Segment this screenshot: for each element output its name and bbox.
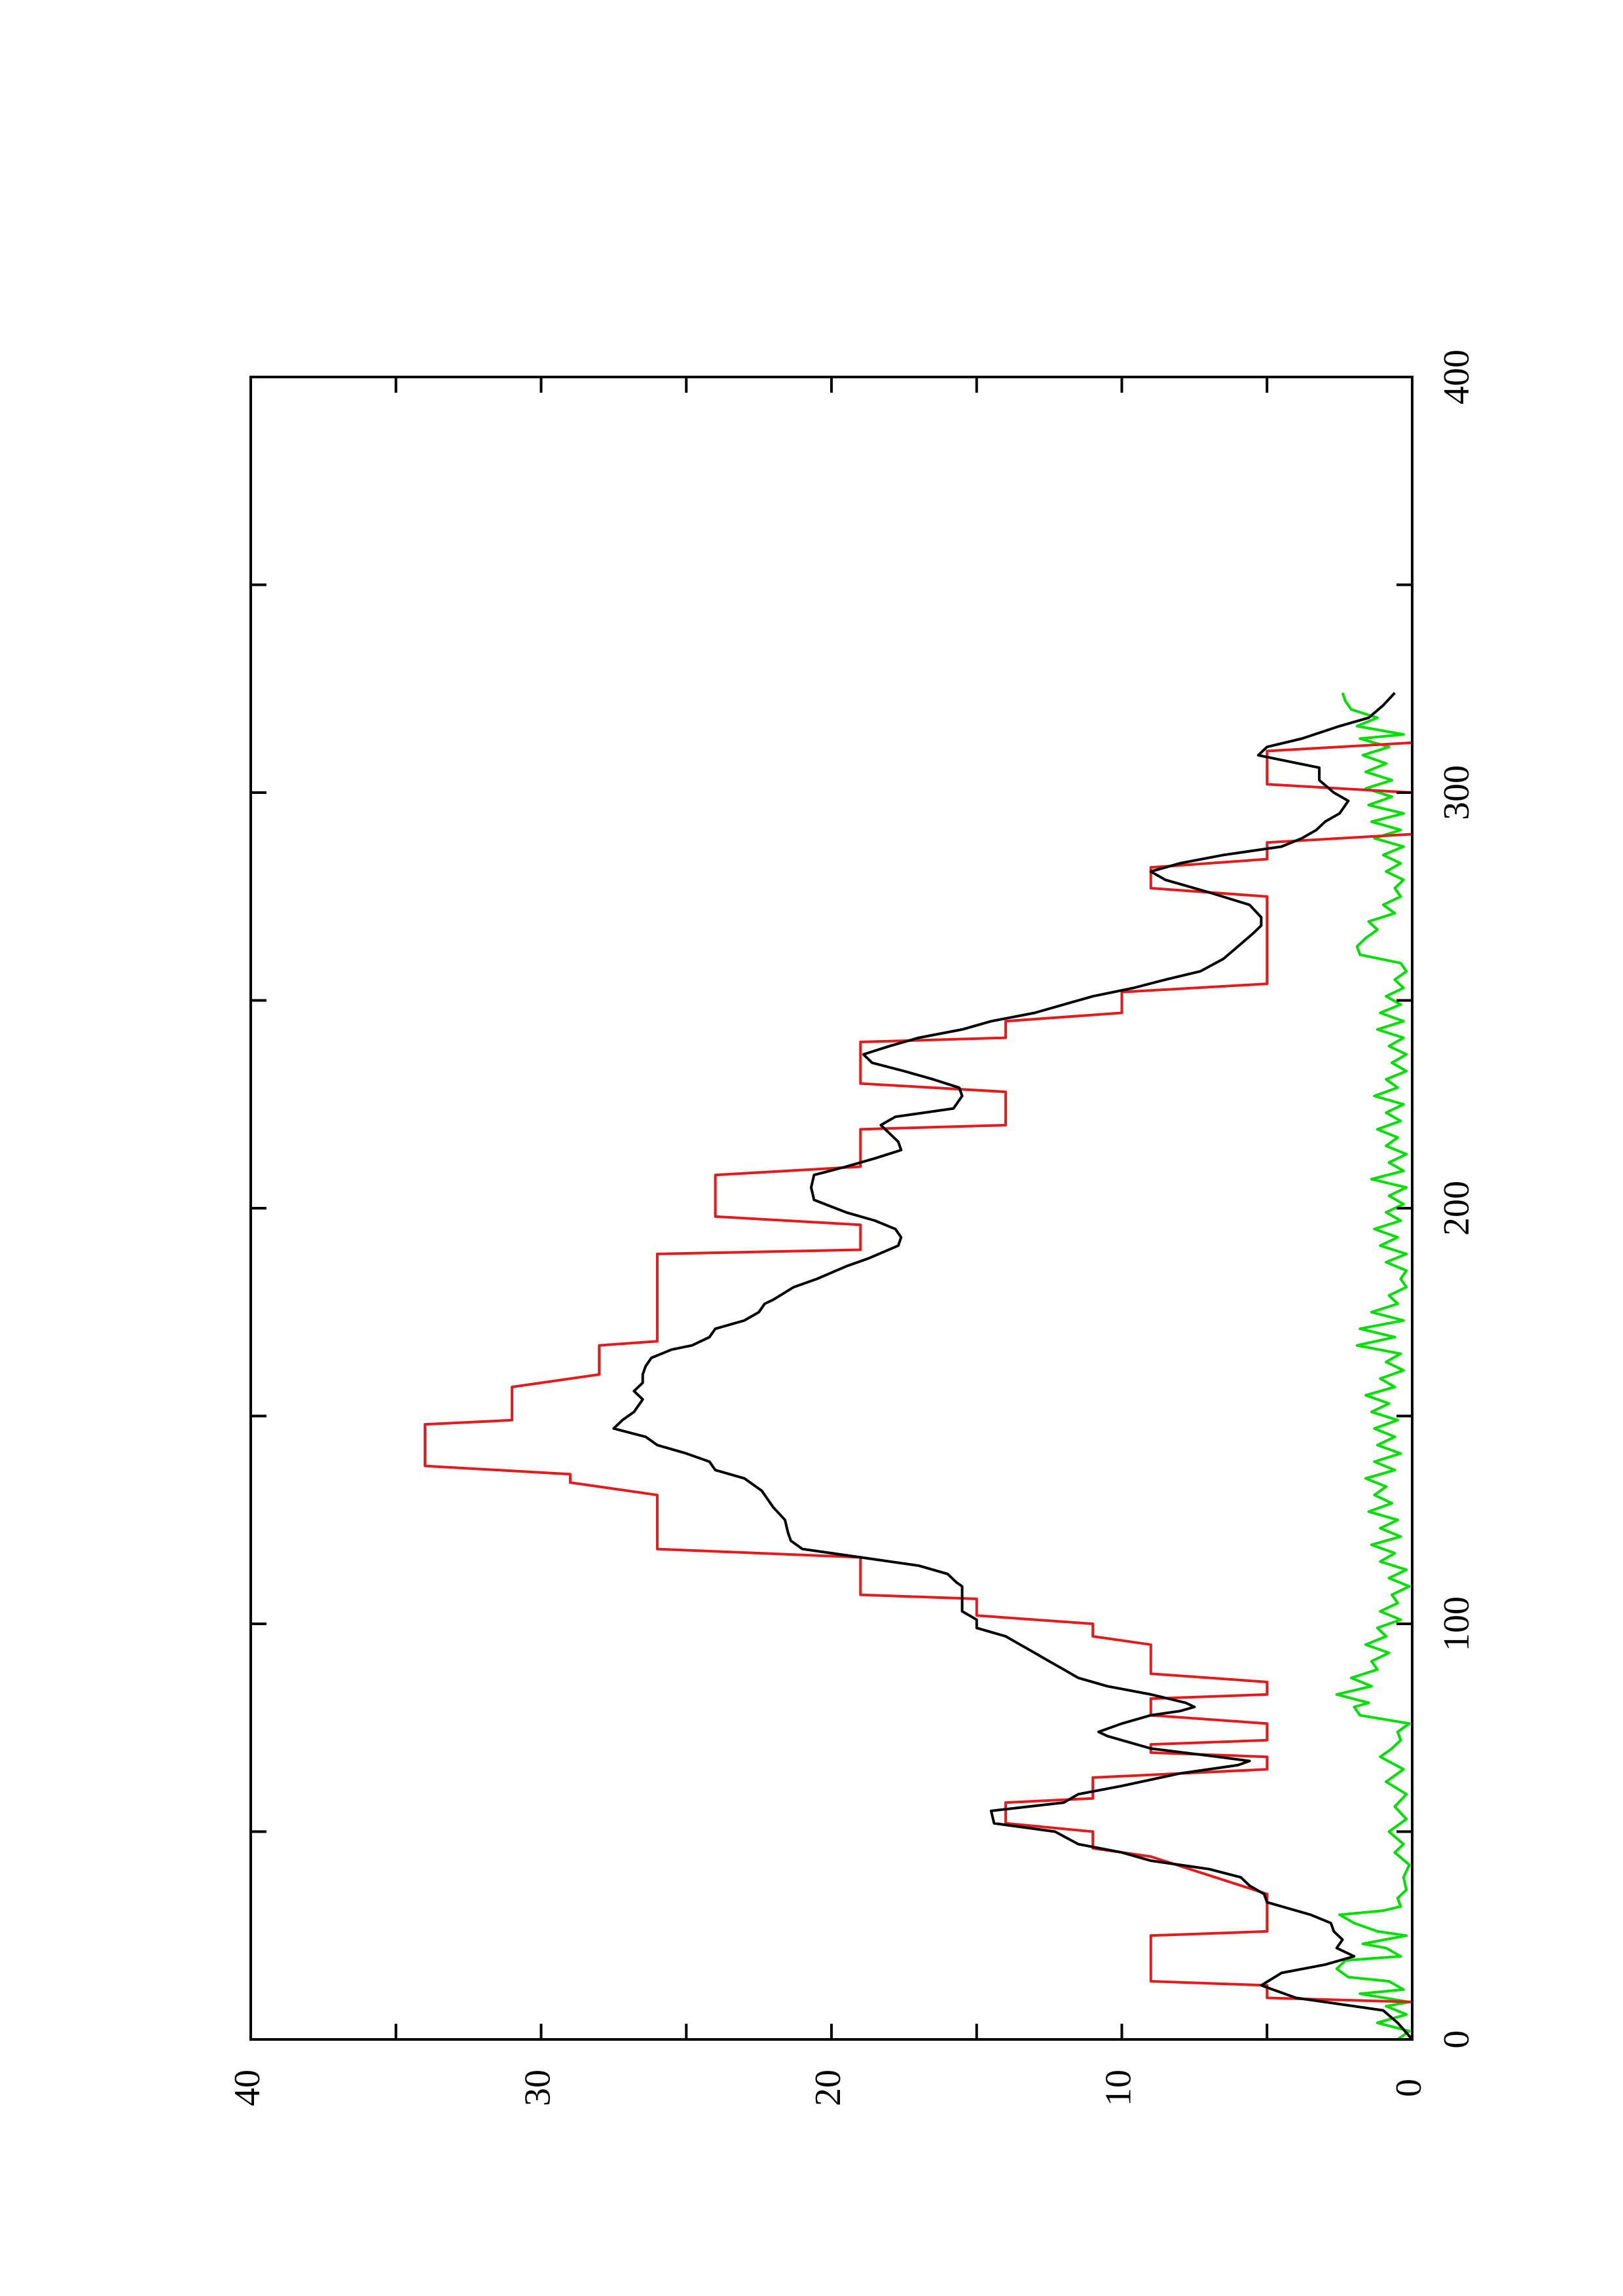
y-tick-label-10: 10 <box>1098 2070 1139 2106</box>
series-line-0 <box>424 692 1413 2039</box>
plot-frame <box>249 376 1413 2041</box>
x-tick-label-100: 100 <box>1436 1596 1477 1651</box>
x-tick-label-200: 200 <box>1436 1181 1477 1236</box>
x-tick-label-0: 0 <box>1436 2030 1477 2049</box>
y-tick-label-40: 40 <box>227 2070 268 2106</box>
x-tick-label-300: 300 <box>1436 765 1477 820</box>
series-layer <box>424 692 1413 2041</box>
series-line-2 <box>1335 692 1411 2041</box>
series-line-1 <box>612 692 1413 2041</box>
ticks-layer <box>251 377 1412 2039</box>
x-tick-label-400: 400 <box>1436 350 1477 404</box>
y-tick-label-30: 30 <box>517 2070 558 2106</box>
y-tick-label-20: 20 <box>808 2070 848 2106</box>
y-tick-label-0: 0 <box>1389 2079 1429 2097</box>
